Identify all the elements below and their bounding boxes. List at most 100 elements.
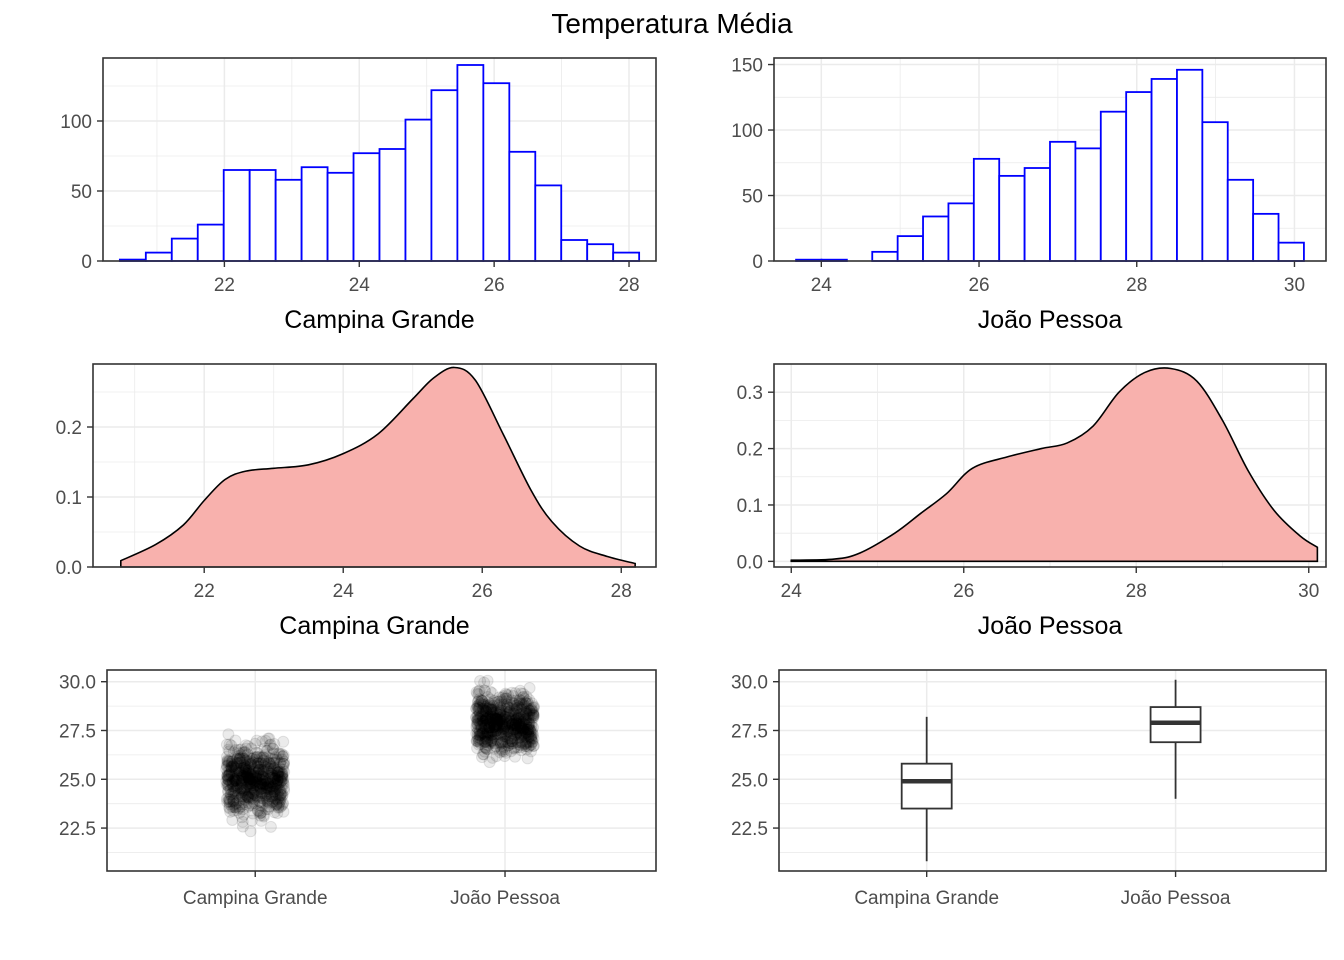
jitter-point [260,795,273,808]
jitter-point [251,747,264,759]
jitter-point [514,694,526,707]
jitter-point [241,740,254,753]
jitter-point [480,742,493,755]
jitter-point [484,708,497,721]
marks [900,679,1202,862]
jitter-point [261,781,274,794]
jitter-point [513,712,526,725]
jitter-point [473,729,486,742]
jitter-point [478,698,491,711]
jitter-point [229,801,242,814]
jitter-point [488,742,501,755]
jitter-point [231,781,244,794]
jitter-point [484,717,497,730]
jitter-point [273,765,286,778]
jitter-point [525,734,538,747]
jitter-point [475,728,488,741]
jitter-point [249,776,261,789]
jitter-point [484,713,497,726]
jitter-point [235,800,248,813]
histogram-bar [534,184,563,262]
jitter-point [247,786,260,799]
jitter-point [506,737,519,750]
jitter-point [500,746,513,759]
jitter-point [525,738,538,751]
y-tick-label: 150 [731,56,763,77]
jitter-point [254,763,266,776]
jitter-point [501,725,514,738]
histogram-bar [430,89,459,262]
jitter-point [504,735,517,748]
jitter-point [514,707,527,720]
jitter-point [229,764,242,777]
jitter-point [495,702,508,715]
jitter-point [510,726,523,738]
jitter-point [481,726,494,739]
jitter-point [241,791,254,803]
jitter-point [254,769,267,782]
jitter-point [504,709,517,722]
jitter-point [477,748,489,761]
density-area [791,367,1318,562]
jitter-point [526,724,538,737]
jitter-point [251,766,264,779]
jitter-point [240,767,253,780]
jitter-point [494,736,507,749]
jitter-point [503,705,516,718]
jitter-point [254,783,267,796]
jitter-point [221,750,233,763]
jitter-point [489,712,502,725]
jitter-point [473,693,486,706]
jitter-point [271,770,284,782]
jitter-point [271,774,284,787]
jitter-point [262,755,275,768]
jitter-point [277,778,290,791]
jitter-point [508,729,521,742]
jitter-point [491,716,504,729]
jitter-point [484,713,497,726]
histogram-bar [1201,121,1229,262]
jitter-point [233,766,246,779]
jitter-point [246,791,259,804]
jitter-point [484,702,497,715]
histogram-bar [456,64,485,262]
jitter-point [271,774,284,787]
jitter-point [240,798,252,811]
jitter-point [472,709,485,722]
jitter-point [242,796,255,809]
jitter-point [496,725,509,738]
jitter-point [497,718,510,731]
jitter-point [491,707,504,720]
jitter-point [527,700,540,713]
jitter-point [231,804,244,816]
jitter-point [514,726,526,739]
jitter-point [497,722,510,735]
jitter-point [477,748,490,761]
jitter-point [521,723,534,736]
jitter-point [499,730,512,743]
jitter-point [507,724,520,736]
histogram-bar [1049,140,1077,262]
jitter-point [498,730,511,743]
jitter-point [265,765,278,778]
jitter-point [519,707,532,720]
jitter-point [230,779,242,792]
jitter-point [276,798,289,811]
jitter-point [476,714,489,727]
histogram-bar [1226,178,1255,262]
jitter-point [232,780,245,793]
jitter-point [232,764,245,777]
jitter-point [234,783,247,796]
jitter-point [235,774,248,787]
jitter-point [473,712,486,725]
jitter-point [259,774,272,787]
jitter-point [481,674,494,687]
jitter-point [489,714,502,727]
jitter-point [257,777,270,790]
jitter-point [496,691,509,704]
jitter-point [503,712,516,725]
jitter-point [267,779,280,791]
jitter-point [527,709,540,722]
jitter-point [255,806,268,819]
